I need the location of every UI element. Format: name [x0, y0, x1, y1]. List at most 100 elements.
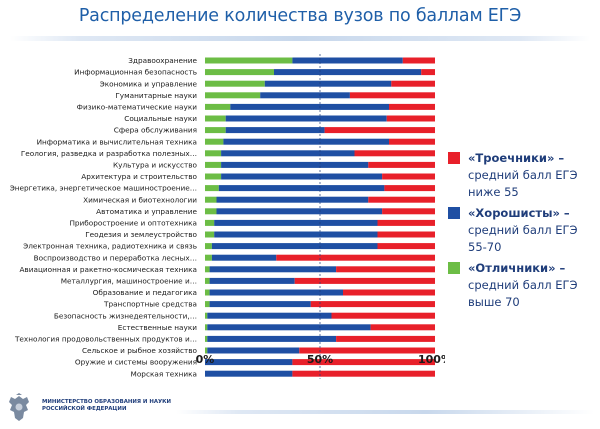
legend-item-red: «Троечники» – средний балл ЕГЭ ниже 55	[446, 150, 596, 201]
category-label: Культура и искусство	[113, 161, 198, 170]
legend-label: «Троечники» –	[468, 151, 565, 165]
bar-segment	[205, 150, 222, 157]
bar-segment	[402, 57, 435, 64]
russian-coat-of-arms-icon	[9, 393, 29, 421]
bar-segment	[205, 254, 212, 261]
x-tick-label: 0%	[196, 353, 215, 366]
category-label: Естественные науки	[118, 323, 197, 332]
bar-segment	[274, 69, 422, 76]
category-label: Информатика и вычислительная техника	[37, 137, 197, 146]
legend-description: 55-70	[468, 240, 502, 254]
bar-segment	[294, 277, 435, 284]
bar-segment	[207, 347, 300, 354]
bar-segment	[205, 173, 222, 180]
category-label: Информационная безопасность	[74, 68, 197, 77]
category-label: Воспроизводство и переработка лесных…	[34, 253, 197, 262]
bar-segment	[225, 115, 387, 122]
category-label: Геология, разведка и разработка полезных…	[21, 149, 197, 158]
bar-segment	[205, 127, 226, 134]
bar-segment	[205, 196, 217, 203]
bar-segment	[209, 266, 337, 273]
bar-segment	[205, 243, 212, 250]
page-title: Распределение количества вузов по баллам…	[78, 6, 522, 26]
bar-segment	[421, 69, 435, 76]
bar-segment	[205, 266, 210, 273]
legend-swatch-green	[448, 262, 460, 274]
bar-segment	[386, 115, 435, 122]
bar-segment	[205, 289, 210, 296]
category-label: Приборостроение и оптотехника	[69, 219, 197, 228]
bar-segment	[377, 219, 435, 226]
bar-segment	[389, 103, 435, 110]
bar-segment	[331, 312, 435, 319]
ministry-name: МИНИСТЕРСТВО ОБРАЗОВАНИЯ И НАУКИ РОССИЙС…	[42, 399, 171, 413]
ministry-line: РОССИЙСКОЙ ФЕДЕРАЦИИ	[42, 406, 127, 412]
bar-segment	[382, 173, 435, 180]
bar-segment	[377, 231, 435, 238]
footer-divider	[176, 410, 594, 414]
bar-segment	[205, 208, 217, 215]
category-label: Физико-математические науки	[77, 103, 198, 112]
bar-segment	[216, 196, 369, 203]
category-label: Технология продовольственных продуктов и…	[14, 335, 197, 344]
bar-segment	[324, 127, 435, 134]
bar-segment	[260, 92, 350, 99]
category-label: Авиационная и ракетно-космическая техник…	[19, 265, 197, 274]
bar-segment	[205, 231, 215, 238]
bar-segment	[370, 324, 435, 331]
legend-label: «Хорошисты» –	[468, 206, 570, 220]
category-label: Образование и педагогика	[93, 288, 197, 297]
bar-segment	[230, 103, 389, 110]
legend-swatch-blue	[448, 207, 460, 219]
category-label: Металлургия, машиностроение и…	[61, 277, 197, 286]
bar-segment	[343, 289, 435, 296]
bar-segment	[368, 196, 435, 203]
category-label: Гуманитарные науки	[115, 91, 197, 100]
category-label: Архитектура и строительство	[81, 172, 197, 181]
stacked-bar-chart: Здравоохранение Информационная безопаснос…	[10, 54, 445, 379]
category-label: Электронная техника, радиотехника и связ…	[23, 242, 197, 251]
title-divider	[10, 36, 590, 41]
bar-segment	[292, 359, 435, 366]
bar-segment	[225, 127, 325, 134]
bar-segment	[292, 370, 435, 377]
bar-segment	[205, 335, 208, 342]
bar-segment	[205, 103, 231, 110]
category-label: Безопасность жизнедеятельности,…	[54, 311, 197, 320]
bar-segment	[349, 92, 435, 99]
category-label: Химическая и биотехнологии	[83, 195, 197, 204]
category-label: Экономика и управление	[100, 79, 198, 88]
legend-item-blue: «Хорошисты» – средний балл ЕГЭ 55-70	[446, 205, 596, 256]
bar-segment	[205, 347, 208, 354]
x-tick-label: 50%	[307, 353, 333, 366]
category-label: Социальные науки	[124, 114, 197, 123]
bar-segment	[391, 80, 435, 87]
bar-segment	[221, 173, 383, 180]
legend-description: средний балл ЕГЭ	[468, 278, 578, 292]
chart-legend: «Троечники» – средний балл ЕГЭ ниже 55 «…	[446, 150, 596, 315]
footer: МИНИСТЕРСТВО ОБРАЗОВАНИЯ И НАУКИ РОССИЙС…	[4, 393, 174, 425]
bar-segment	[207, 312, 332, 319]
category-label: Здравоохранение	[128, 56, 197, 65]
bar-segment	[205, 324, 208, 331]
legend-description: средний балл ЕГЭ	[468, 223, 578, 237]
bar-segment	[221, 161, 369, 168]
bar-segment	[221, 150, 355, 157]
bar-segment	[209, 277, 295, 284]
bar-segment	[276, 254, 435, 261]
bar-segment	[292, 57, 403, 64]
bar-segment	[336, 266, 435, 273]
bar-segment	[205, 138, 224, 145]
category-label: Сельское и рыбное хозяйство	[82, 346, 198, 355]
bar-segment	[205, 92, 261, 99]
bar-segment	[205, 301, 210, 308]
legend-description: средний балл ЕГЭ	[468, 168, 578, 182]
legend-label: «Отличники» –	[468, 261, 566, 275]
bar-segment	[209, 301, 311, 308]
legend-description: выше 70	[468, 295, 520, 309]
bar-segment	[223, 138, 389, 145]
category-label: Морская техника	[131, 369, 197, 378]
bar-segment	[310, 301, 435, 308]
bar-segment	[205, 69, 274, 76]
bar-segment	[368, 161, 435, 168]
